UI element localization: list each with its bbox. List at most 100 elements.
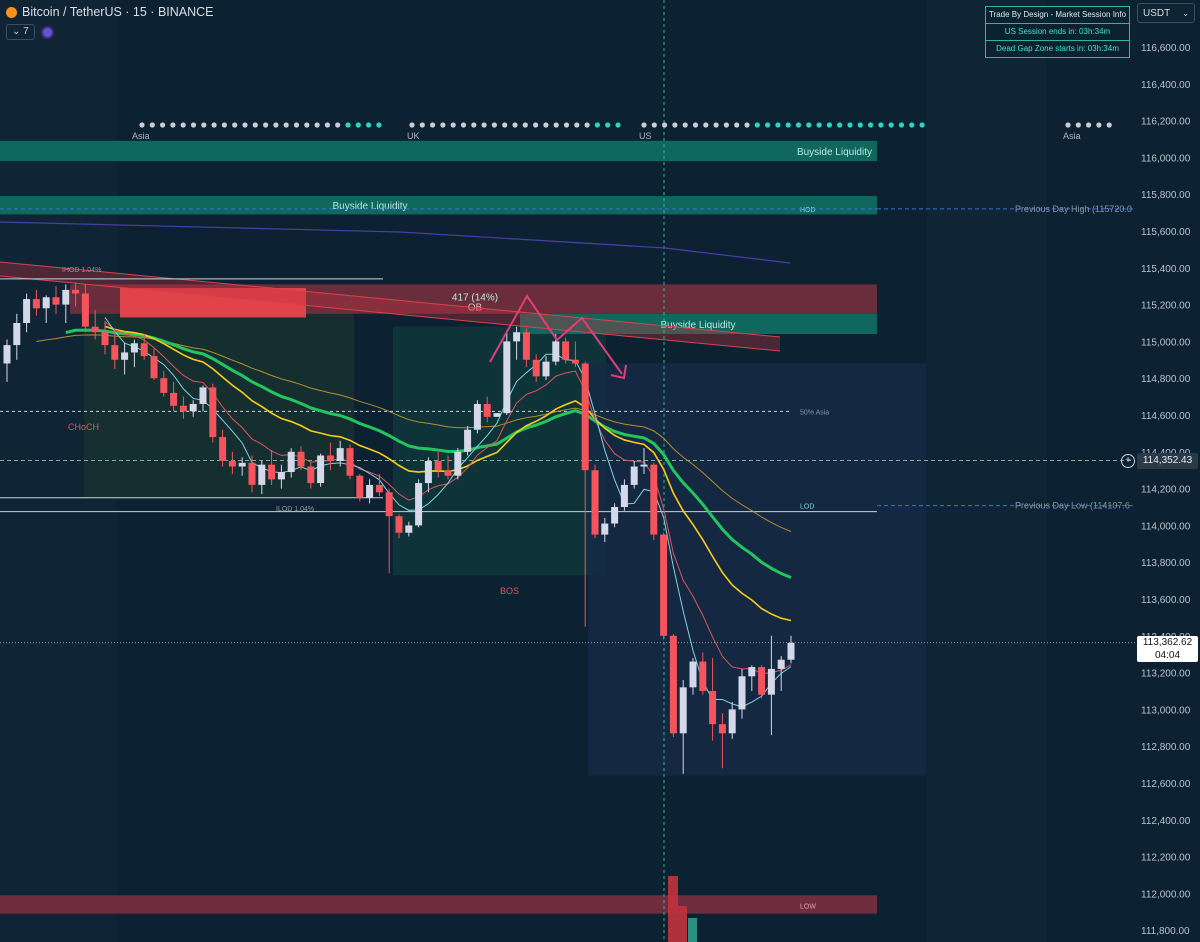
zone-label: Buyside Liquidity (660, 320, 735, 331)
chevron-down-icon: ⌄ (1182, 9, 1189, 18)
candle-body (581, 363, 589, 471)
candle-body (405, 525, 413, 533)
session-dot (847, 122, 853, 128)
candle-body (424, 461, 432, 484)
candle-body (689, 661, 697, 688)
session-dot (170, 122, 176, 128)
session-dot (252, 122, 258, 128)
session-dot (221, 122, 227, 128)
price-tick: 114,800.00 (1141, 374, 1191, 385)
session-dot (190, 122, 197, 128)
candle-body (268, 464, 276, 480)
candle-body (189, 403, 197, 412)
candle-body (601, 523, 609, 535)
session-dot (878, 122, 884, 128)
indicator-count-badge[interactable]: ⌄ 7 (6, 24, 35, 40)
candle-body (199, 387, 207, 404)
price-tick: 115,600.00 (1141, 227, 1191, 238)
candle-body (767, 668, 775, 695)
trendline (0, 261, 781, 338)
candle-body (395, 516, 403, 533)
candle-body (248, 462, 256, 485)
price-tick: 116,600.00 (1141, 43, 1191, 54)
dead-gap-countdown: Dead Gap Zone starts in: 03h:34m (996, 44, 1119, 53)
session-dot (594, 122, 601, 128)
volume-bar (678, 906, 687, 942)
level-label: HOD (800, 207, 816, 214)
candle-body (660, 534, 668, 636)
candle-body (748, 667, 756, 677)
candle-body (219, 437, 227, 461)
session-label: Asia (132, 131, 150, 141)
price-tick: 112,600.00 (1141, 779, 1191, 790)
candle-body (787, 642, 795, 660)
candle-body (503, 341, 511, 414)
candle-body (375, 484, 383, 493)
session-dot (533, 122, 539, 128)
candle-body (464, 429, 472, 452)
session-dot (502, 122, 508, 128)
session-dot (775, 122, 781, 128)
candle-body (150, 356, 158, 379)
session-dot (304, 122, 310, 128)
candle-body (42, 297, 50, 309)
candle-body (571, 359, 579, 364)
session-dot (345, 122, 351, 128)
symbol-header[interactable]: Bitcoin / TetherUS · 15 · BINANCE (6, 5, 214, 19)
candle-body (513, 332, 521, 342)
candle-body (32, 299, 40, 309)
session-dot (440, 122, 446, 128)
session-dot (563, 122, 570, 128)
session-dot (293, 122, 300, 128)
candle-body (709, 691, 717, 725)
session-dot (816, 122, 822, 128)
level-label: Previous Day High (115720.0 (1015, 204, 1132, 214)
candle-body (552, 341, 560, 362)
candle-body (415, 483, 423, 526)
candle-body (473, 403, 481, 430)
session-dot (692, 122, 699, 128)
session-dot (641, 122, 647, 128)
candle-body (13, 323, 21, 346)
price-tick: 115,400.00 (1141, 264, 1191, 275)
price-tick: 111,800.00 (1141, 926, 1190, 937)
candle-body (758, 667, 766, 695)
candle-body (669, 635, 677, 734)
candle-body (385, 492, 393, 517)
candle-body (209, 387, 217, 438)
candle-body (562, 341, 570, 360)
arrow-head (610, 364, 627, 380)
currency-select[interactable]: USDT ⌄ (1137, 3, 1195, 23)
sma-cyan (104, 317, 792, 708)
session-dot (409, 122, 415, 128)
session-dot (430, 122, 436, 128)
trendline (0, 275, 781, 352)
candle-body (72, 289, 80, 294)
candle-body (121, 352, 129, 360)
candle-body (699, 661, 707, 691)
candle-body (111, 345, 119, 360)
candles (3, 282, 795, 774)
candle-body (728, 709, 736, 734)
candle-body (62, 289, 70, 305)
price-tick: 113,600.00 (1141, 595, 1191, 606)
price-axis: 116,600.00 116,400.00 116,200.00 116,000.00… (1141, 43, 1191, 937)
candle-body (640, 464, 648, 467)
session-dot (491, 122, 497, 128)
level-label: Previous Day Low (114107.6 (1015, 501, 1130, 511)
session-dot (335, 122, 341, 128)
candle-body (277, 472, 285, 480)
price-tick: 113,800.00 (1141, 558, 1191, 569)
session-dot (888, 122, 894, 128)
candle-body (522, 332, 530, 360)
session-stripe (927, 0, 1047, 942)
session-dot (160, 122, 166, 128)
indicator-circle-icon[interactable] (40, 25, 54, 39)
zone-label: LOW (800, 903, 816, 910)
candle-body (160, 378, 168, 393)
add-alert-icon[interactable]: + (1121, 454, 1135, 468)
session-dot (149, 122, 155, 128)
session-dot (919, 122, 925, 128)
indicator-row: ⌄ 7 (6, 24, 54, 40)
